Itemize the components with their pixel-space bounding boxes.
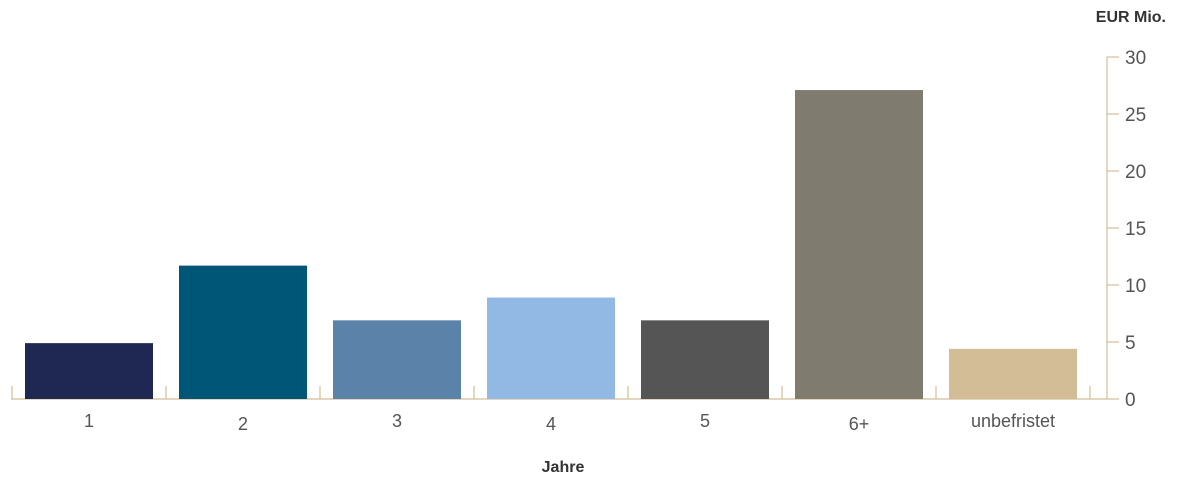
y-tick-label: 10 <box>1125 276 1146 297</box>
x-tick-label: 5 <box>700 411 710 431</box>
x-tick-label: 6+ <box>849 414 870 434</box>
y-tick-label: 20 <box>1125 162 1146 183</box>
x-tick-label: 3 <box>392 411 402 431</box>
bar-5 <box>641 320 769 399</box>
x-tick-label: 2 <box>238 414 248 434</box>
bar-3 <box>333 320 461 399</box>
bar-layer <box>25 90 1077 399</box>
y-tick-label: 30 <box>1125 48 1146 69</box>
label-layer: 0 5 10 15 20 25 30 1 2 3 4 5 6+ unbefristet <box>84 48 1146 434</box>
bar-unbefristet <box>949 348 1077 399</box>
bar-4 <box>487 297 615 399</box>
bar-1 <box>25 343 153 399</box>
y-axis-unit: EUR Mio. <box>1096 9 1166 26</box>
x-tick-label: unbefristet <box>971 411 1055 431</box>
bar-6 <box>795 90 923 399</box>
x-tick-label: 4 <box>546 414 556 434</box>
y-tick-label: 15 <box>1125 219 1146 240</box>
bar-2 <box>179 265 307 399</box>
y-tick-label: 5 <box>1125 333 1136 354</box>
y-tick-label: 0 <box>1125 390 1136 411</box>
x-axis-label: Jahre <box>542 459 585 476</box>
x-tick-label: 1 <box>84 411 94 431</box>
y-tick-label: 25 <box>1125 105 1146 126</box>
